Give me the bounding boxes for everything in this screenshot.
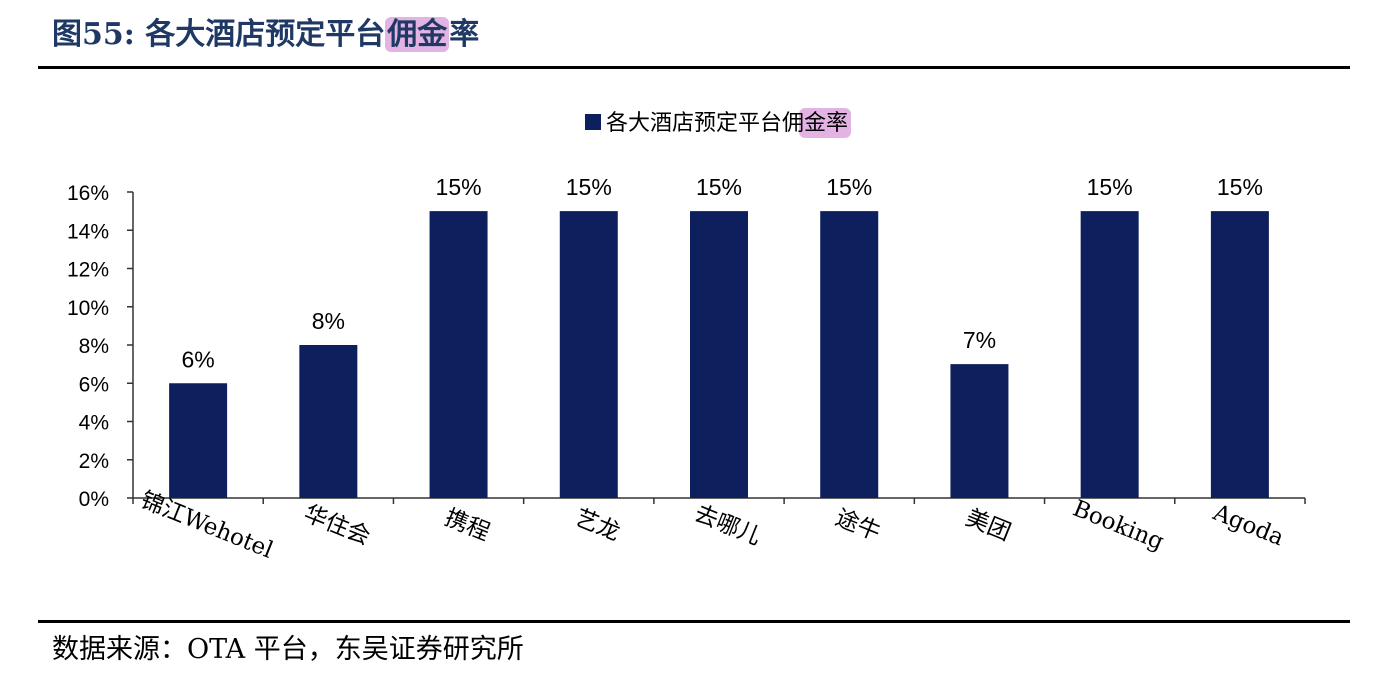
bottom-rule [38, 620, 1350, 623]
data-label: 15% [1087, 174, 1133, 200]
data-label: 6% [181, 346, 214, 372]
bar [429, 211, 488, 498]
bar [950, 364, 1009, 498]
y-tick-label: 10% [67, 297, 109, 320]
source-note: 数据来源：OTA 平台，东吴证券研究所 [52, 634, 524, 665]
legend-label-main: 各大酒店预定平台 [606, 111, 782, 136]
category-label: Agoda [1209, 499, 1288, 551]
y-tick-label: 2% [79, 450, 109, 473]
figure-title-highlight: 佣金 [385, 17, 450, 52]
figure-title-prefix: 图55: [52, 17, 135, 52]
category-label: 美团 [962, 505, 1014, 546]
y-tick-label: 8% [79, 335, 109, 358]
y-tick-label: 12% [67, 259, 109, 282]
data-label: 15% [566, 174, 612, 200]
bar [690, 211, 748, 498]
bar [1080, 211, 1139, 498]
data-label: 7% [963, 327, 996, 353]
bar [169, 383, 228, 498]
category-label: 华住会 [300, 501, 374, 551]
legend-swatch [585, 114, 601, 130]
category-label: Booking [1069, 496, 1167, 556]
top-rule [38, 66, 1350, 69]
y-tick-label: 6% [79, 373, 109, 396]
legend-label-suffix: 率 [826, 111, 848, 136]
y-tick-label: 16% [67, 182, 109, 205]
category-label: 途牛 [832, 505, 884, 546]
bar [559, 211, 618, 498]
data-label: 8% [312, 308, 345, 334]
data-label: 15% [436, 174, 482, 200]
category-label: 携程 [441, 505, 493, 546]
bar [1210, 211, 1269, 498]
legend-label: 各大酒店预定平台佣金率 [606, 111, 848, 136]
figure-title-main: 各大酒店预定平台 [145, 17, 386, 52]
y-tick-label: 14% [67, 220, 109, 243]
data-label: 15% [826, 174, 872, 200]
figure-title-suffix: 率 [449, 17, 480, 52]
y-tick-label: 4% [79, 412, 109, 435]
bar [820, 211, 879, 498]
y-tick-label: 0% [79, 488, 109, 511]
legend-label-highlight: 佣金 [782, 111, 826, 136]
bar [299, 345, 358, 498]
data-label: 15% [1217, 174, 1263, 200]
category-label: 艺龙 [571, 505, 623, 546]
figure-title: 图55: 各大酒店预定平台佣金率 [52, 12, 479, 58]
legend-highlight-background [799, 108, 851, 138]
legend: 各大酒店预定平台佣金率 [585, 108, 851, 138]
data-label: 15% [696, 174, 742, 200]
category-label: 去哪儿 [691, 501, 765, 551]
